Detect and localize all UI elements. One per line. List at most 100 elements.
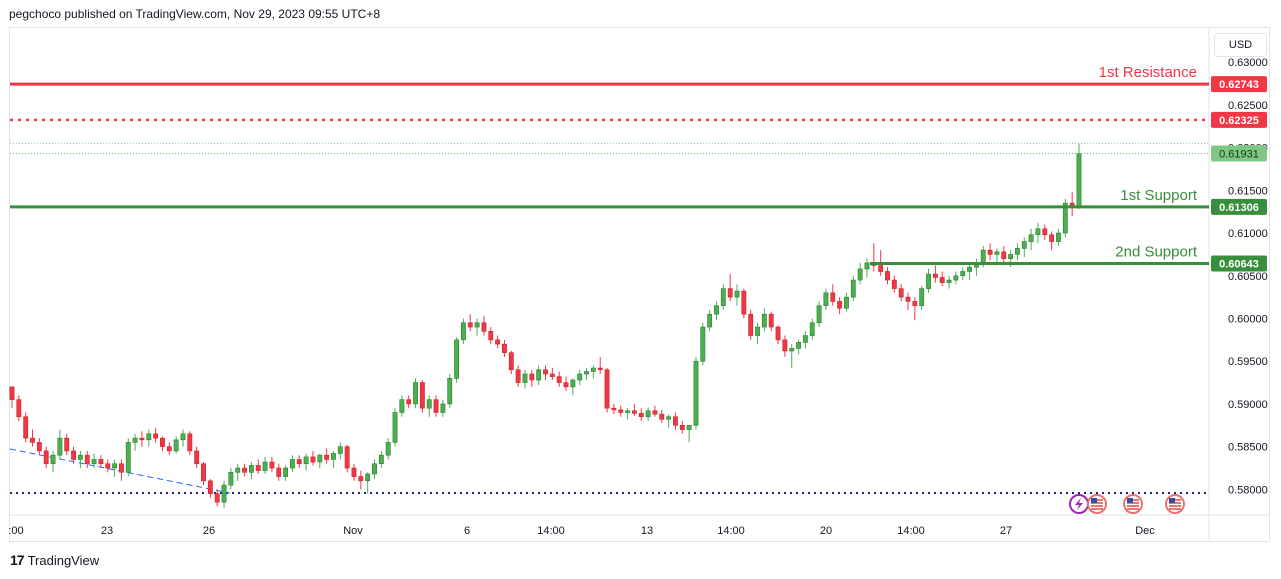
- candle-body: [980, 249, 986, 264]
- candle-body: [57, 437, 63, 456]
- price-tag-label: 0.62743: [1219, 79, 1259, 91]
- candle-body: [344, 446, 350, 469]
- candle-body: [939, 277, 945, 283]
- candle-body: [919, 288, 925, 306]
- tradingview-logo-icon: 17: [10, 552, 25, 568]
- candle-body: [43, 450, 49, 465]
- price-tag: [1211, 255, 1267, 272]
- candle-body: [1001, 251, 1007, 259]
- candle-body: [686, 424, 692, 430]
- candle-body: [700, 326, 706, 362]
- candle-body: [488, 331, 494, 341]
- price-tag: [1211, 198, 1267, 215]
- current-price-tag: [1211, 145, 1267, 162]
- candle-body: [91, 459, 97, 465]
- candle-body: [994, 251, 1000, 255]
- candle-body: [987, 249, 993, 255]
- candle-body: [433, 399, 439, 413]
- candle-body: [597, 367, 603, 371]
- x-tick-label: 14:00: [897, 525, 925, 537]
- flag-canton: [1127, 498, 1133, 503]
- candle-body: [324, 454, 330, 460]
- candle-body: [180, 433, 186, 441]
- candle-body: [611, 407, 617, 411]
- candle-body: [372, 463, 377, 475]
- candle-body: [166, 446, 172, 452]
- candle-body: [1056, 232, 1061, 242]
- x-tick-label: Nov: [343, 525, 363, 537]
- currency-button[interactable]: USD: [1214, 33, 1267, 57]
- candle-body: [160, 437, 165, 447]
- candle-body: [638, 413, 644, 418]
- candle-body: [755, 326, 760, 336]
- x-tick-label: Dec: [1135, 525, 1155, 537]
- footer-brand[interactable]: 17 TradingView: [10, 552, 99, 568]
- candle-body: [303, 456, 309, 465]
- publish-info: pegchoco published on TradingView.com, N…: [9, 7, 381, 21]
- y-tick-label: 0.59500: [1228, 356, 1268, 368]
- candle-body: [864, 262, 870, 270]
- candle-body: [365, 473, 371, 482]
- candle-body: [385, 442, 391, 456]
- candle-body: [932, 273, 938, 278]
- candle-body: [830, 292, 836, 302]
- candle-body: [413, 382, 418, 405]
- candle-body: [331, 453, 336, 460]
- candle-body: [50, 454, 56, 465]
- candle-body: [242, 467, 247, 473]
- y-tick-label: 0.62500: [1228, 100, 1268, 112]
- candle-body: [84, 454, 90, 465]
- candle-body: [577, 373, 583, 381]
- candle-body: [139, 437, 145, 441]
- candle-body: [741, 290, 747, 315]
- price-tag-label: 0.62325: [1219, 115, 1259, 127]
- y-tick-label: 0.60500: [1228, 271, 1268, 283]
- candle-body: [782, 339, 788, 352]
- candle-body: [317, 454, 323, 463]
- candle-body: [590, 367, 596, 372]
- candle-body: [9, 386, 15, 400]
- candle-body: [529, 373, 535, 381]
- flag-canton: [1169, 498, 1175, 503]
- candle-body: [1015, 248, 1020, 255]
- y-tick-label: 0.59000: [1228, 399, 1268, 411]
- candle-body: [187, 433, 193, 452]
- candle-body: [98, 459, 104, 465]
- candle-body: [563, 382, 569, 388]
- candle-body: [659, 413, 665, 420]
- candle-body: [720, 288, 726, 306]
- candle-body: [119, 463, 124, 473]
- candle-body: [502, 343, 507, 353]
- candle-body: [809, 322, 815, 336]
- candle-body: [508, 352, 514, 371]
- chart-frame: [9, 27, 1270, 542]
- candle-body: [693, 360, 699, 426]
- candle-body: [768, 313, 774, 328]
- candle-body: [290, 459, 295, 469]
- candle-body: [406, 399, 412, 405]
- candle-body: [816, 305, 822, 324]
- candle-body: [447, 377, 453, 405]
- candle-body: [392, 412, 398, 443]
- candle-body: [221, 484, 227, 503]
- candle-body: [536, 369, 542, 381]
- candle-body: [276, 467, 282, 477]
- candle-body: [912, 301, 918, 306]
- candle-body: [584, 371, 589, 375]
- candle-body: [885, 271, 890, 281]
- candle-body: [891, 279, 897, 289]
- price-tag-label: 0.60643: [1219, 259, 1259, 271]
- candle-body: [748, 313, 754, 336]
- candle-body: [399, 399, 405, 413]
- candle-body: [283, 467, 289, 477]
- candle-body: [631, 410, 637, 414]
- candle-body: [351, 467, 357, 477]
- candle-body: [789, 348, 795, 352]
- candle-body: [857, 268, 863, 281]
- candle-body: [1076, 153, 1082, 208]
- candle-body: [125, 442, 131, 473]
- x-tick-label: 14:00: [537, 525, 565, 537]
- footer-brand-label: TradingView: [27, 552, 100, 568]
- candle-body: [796, 342, 801, 349]
